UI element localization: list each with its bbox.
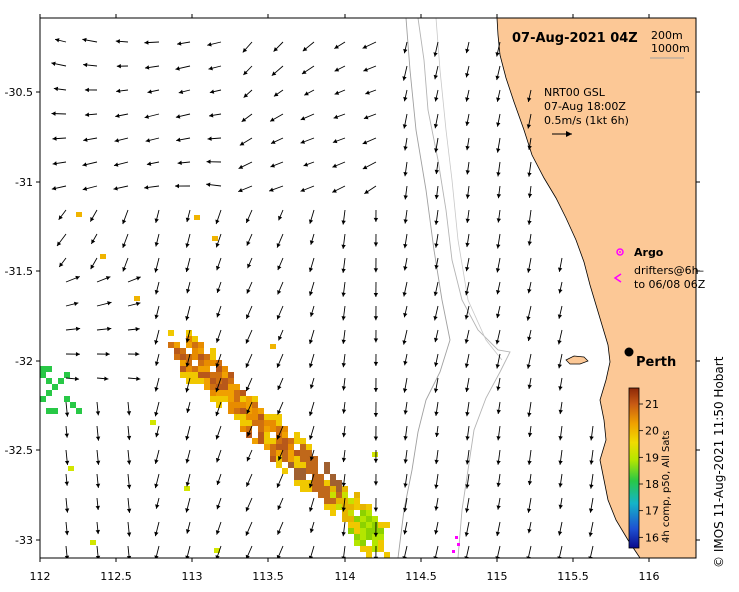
y-tick-label: -31	[15, 176, 33, 189]
y-tick-label: -30.5	[5, 86, 33, 99]
plot-frame	[39, 17, 697, 559]
argo-marker-icon	[616, 248, 624, 256]
contour-1000m	[397, 18, 451, 558]
colorbar-label: 4h comp, p50, All Sats	[661, 430, 672, 543]
contour-shelf-inner	[435, 18, 503, 361]
colorbar-tick-label: 17	[645, 505, 659, 518]
x-tick-label: 115.5	[557, 570, 589, 583]
credit-text: © IMOS 11-Aug-2021 11:50 Hobart	[712, 356, 726, 568]
map-title: 07-Aug-2021 04Z	[512, 31, 638, 46]
perth-marker-icon	[624, 347, 634, 357]
y-tick-label: -32	[15, 355, 33, 368]
current-vectors	[51, 37, 594, 558]
y-tick-label: -31.5	[5, 265, 33, 278]
x-tick-label: 114.5	[405, 570, 437, 583]
colorbar-tick-label: 21	[645, 398, 659, 411]
city-label-perth: Perth	[636, 355, 676, 370]
contour-label-1000m: 1000m	[651, 42, 690, 55]
land-western-australia	[496, 18, 696, 558]
x-tick-label: 115	[487, 570, 508, 583]
argo-label: Argo	[634, 246, 664, 259]
rottnest-island	[565, 355, 589, 365]
contour-200m	[417, 18, 511, 558]
contour-label-200m: 200m	[651, 29, 683, 42]
y-tick-label: -32.5	[5, 444, 33, 457]
x-tick-label: 114	[335, 570, 356, 583]
y-axis: -30.5 -31 -31.5 -32 -32.5 -33	[5, 86, 700, 547]
current-legend-source: NRT00 GSL	[544, 86, 606, 99]
drifters-legend-1: drifters@6h–	[634, 264, 704, 277]
x-tick-label: 112	[30, 570, 51, 583]
colorbar-tick-label: 19	[645, 451, 659, 464]
colorbar-tick-label: 20	[645, 425, 659, 438]
colorbar-tick-label: 16	[645, 531, 659, 544]
x-tick-label: 113	[182, 570, 203, 583]
colorbar-tick-label: 18	[645, 478, 659, 491]
x-tick-label: 112.5	[100, 570, 132, 583]
drifters-legend-2: to 06/08 06Z	[634, 278, 706, 291]
x-axis: 112 112.5 113 113.5 114 114.5 115 115.5 116	[30, 14, 660, 583]
sst-colorbar	[628, 387, 640, 549]
current-legend-scale: 0.5m/s (1kt 6h)	[544, 114, 629, 127]
argo-points	[452, 536, 460, 553]
current-legend-time: 07-Aug 18:00Z	[544, 100, 626, 113]
current-scale-arrow	[552, 131, 572, 137]
colorbar-ticks: 21 20 19 18 17 16	[639, 398, 659, 544]
y-tick-label: -33	[15, 534, 33, 547]
x-tick-label: 113.5	[252, 570, 284, 583]
x-tick-label: 116	[639, 570, 660, 583]
drifter-marker-icon	[613, 273, 622, 283]
